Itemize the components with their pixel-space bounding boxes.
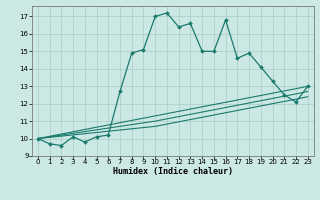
X-axis label: Humidex (Indice chaleur): Humidex (Indice chaleur) [113,167,233,176]
